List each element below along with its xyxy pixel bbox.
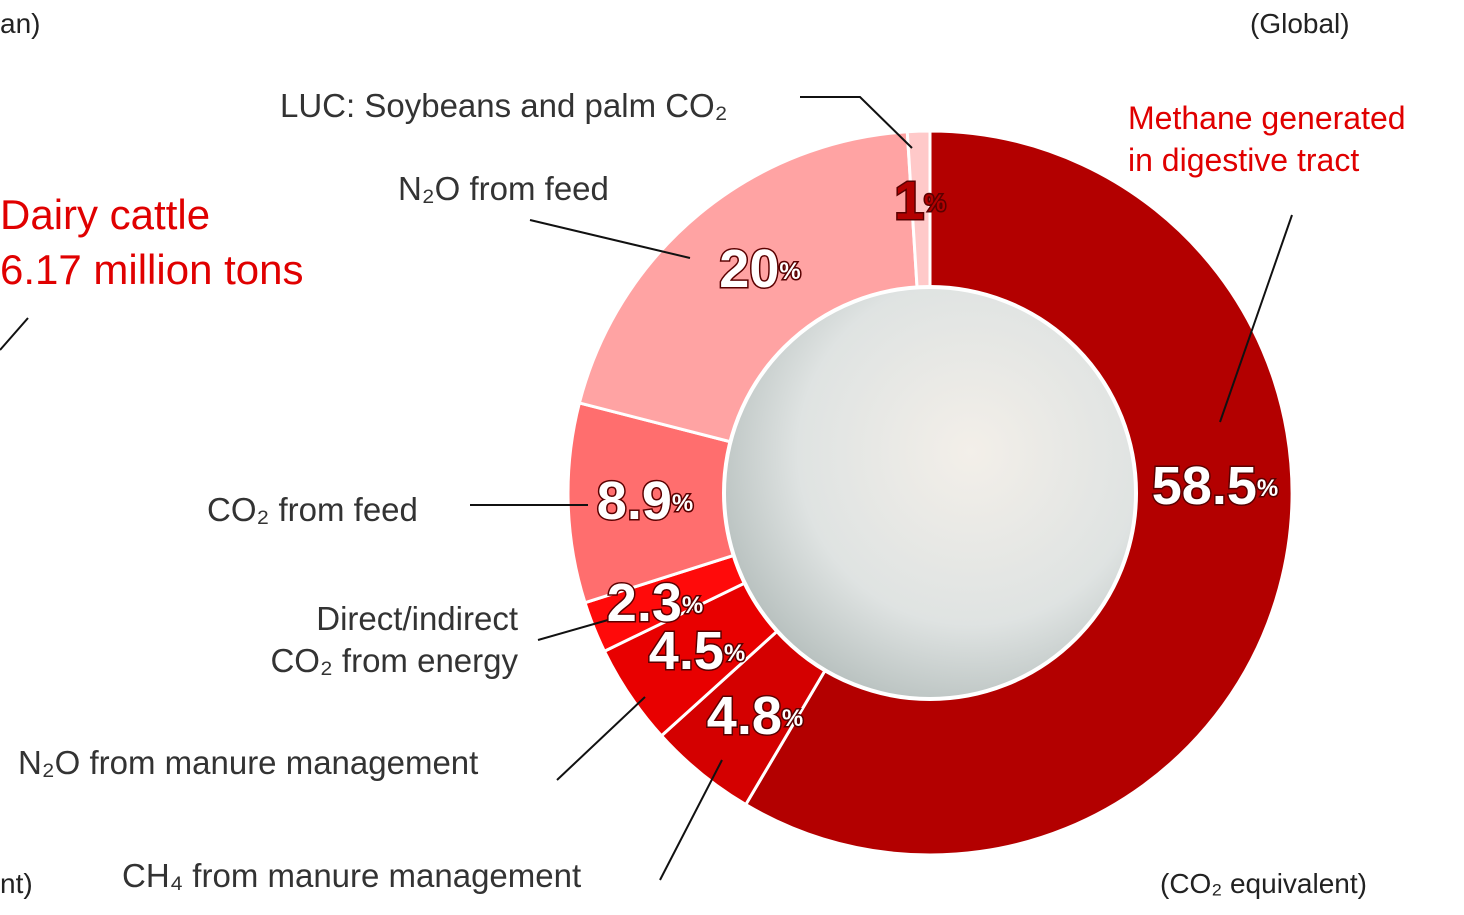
- category-label: CO₂ from feed: [207, 491, 418, 528]
- value-label: 4.8%: [707, 686, 803, 746]
- photo: [722, 285, 1138, 701]
- callout-title: Dairy cattle: [0, 191, 211, 238]
- header-partial: an): [0, 8, 41, 39]
- value-label: 2.3%: [607, 573, 703, 633]
- category-label: N₂O from manure management: [18, 744, 479, 781]
- value-label: 8.9%: [597, 471, 693, 531]
- callout-amount: 6.17 million tons: [0, 246, 304, 293]
- category-label: N₂O from feed: [398, 170, 609, 207]
- category-label: CH₄ from manure management: [122, 857, 582, 894]
- unit-label: (CO₂ equivalent): [1160, 868, 1367, 899]
- footer-partial: nt): [0, 868, 33, 899]
- value-label: 1%: [894, 171, 945, 231]
- value-label: 4.5%: [649, 621, 745, 681]
- value-label: 20%: [719, 239, 800, 299]
- category-label: Direct/indirect CO₂ from energy: [270, 600, 518, 679]
- scope-label: (Global): [1250, 8, 1350, 39]
- leader-lines: [0, 96, 1293, 881]
- value-label: 58.5%: [1152, 456, 1278, 516]
- category-label: Methane generated in digestive tract: [1128, 100, 1406, 178]
- category-label: LUC: Soybeans and palm CO₂: [280, 87, 728, 124]
